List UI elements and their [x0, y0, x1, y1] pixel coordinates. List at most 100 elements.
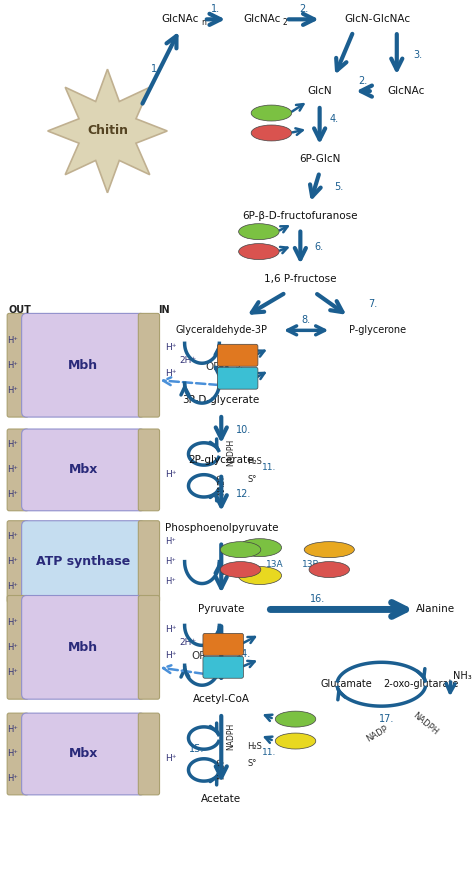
- Text: Mbh: Mbh: [68, 641, 99, 653]
- Text: H⁺: H⁺: [7, 618, 18, 627]
- Text: AMP + Pi: AMP + Pi: [311, 547, 347, 553]
- Text: Glyceraldehyde-3P: Glyceraldehyde-3P: [175, 325, 267, 336]
- Text: S°: S°: [247, 476, 257, 484]
- Text: 11.: 11.: [262, 747, 276, 757]
- Text: H⁺: H⁺: [7, 465, 18, 475]
- Text: H⁺: H⁺: [7, 750, 18, 759]
- Text: Acetate: Acetate: [201, 794, 241, 804]
- Text: ATP: ATP: [232, 545, 249, 555]
- Text: ATP: ATP: [263, 109, 280, 117]
- Text: ATP synthase: ATP synthase: [36, 555, 130, 569]
- Text: 8.: 8.: [301, 315, 310, 325]
- FancyBboxPatch shape: [138, 429, 160, 511]
- Ellipse shape: [304, 541, 355, 558]
- Text: ATP: ATP: [252, 571, 268, 580]
- Text: H⁺: H⁺: [7, 582, 18, 591]
- Text: AMP: AMP: [249, 247, 269, 256]
- Text: IN: IN: [159, 306, 170, 315]
- Text: H⁺: H⁺: [165, 754, 177, 764]
- Text: Fdox: Fdox: [226, 350, 249, 360]
- Text: 1.: 1.: [151, 64, 160, 74]
- FancyBboxPatch shape: [7, 429, 28, 511]
- Text: H⁺: H⁺: [7, 441, 18, 449]
- Text: 1.: 1.: [211, 4, 220, 14]
- Text: GlcNAc: GlcNAc: [388, 86, 425, 96]
- Text: Pyruvate: Pyruvate: [198, 604, 245, 614]
- Text: NADP: NADP: [217, 757, 226, 779]
- Text: AMP: AMP: [262, 129, 281, 138]
- Text: NADPH: NADPH: [227, 723, 236, 750]
- Text: 14.: 14.: [236, 649, 251, 660]
- Text: 2: 2: [283, 18, 288, 27]
- Text: NADPH: NADPH: [411, 711, 440, 738]
- Text: 9.: 9.: [235, 360, 244, 371]
- Text: 15.: 15.: [189, 744, 204, 754]
- FancyBboxPatch shape: [22, 520, 145, 603]
- Text: ATP: ATP: [321, 565, 337, 574]
- Text: Mbx: Mbx: [69, 747, 98, 760]
- Text: GlcNAc: GlcNAc: [162, 14, 199, 25]
- Text: H₂S: H₂S: [247, 457, 262, 466]
- Text: 2.: 2.: [299, 4, 309, 14]
- FancyBboxPatch shape: [218, 344, 258, 366]
- Text: 13B.: 13B.: [302, 560, 323, 569]
- Text: Chitin: Chitin: [87, 124, 128, 138]
- FancyBboxPatch shape: [138, 713, 160, 795]
- Text: H⁺: H⁺: [165, 625, 177, 634]
- Text: 2-oxo-glutarate: 2-oxo-glutarate: [383, 679, 458, 689]
- Text: ATP: ATP: [287, 737, 304, 745]
- Text: GlcN: GlcN: [307, 86, 332, 96]
- Text: H⁺: H⁺: [7, 668, 18, 677]
- Text: H₂S: H₂S: [247, 741, 262, 751]
- Text: H⁺: H⁺: [7, 361, 18, 370]
- FancyBboxPatch shape: [7, 713, 28, 795]
- Text: P-glycerone: P-glycerone: [349, 325, 406, 336]
- Text: ATP: ATP: [252, 543, 268, 552]
- Text: H⁺: H⁺: [7, 643, 18, 652]
- Text: H⁺: H⁺: [7, 385, 18, 395]
- Text: 12.: 12.: [236, 489, 251, 498]
- FancyBboxPatch shape: [22, 429, 145, 511]
- Text: Glutamate: Glutamate: [321, 679, 373, 689]
- Ellipse shape: [238, 244, 279, 259]
- Text: 5.: 5.: [334, 182, 343, 193]
- Text: H⁺: H⁺: [165, 557, 176, 566]
- Text: H⁺: H⁺: [7, 774, 18, 783]
- FancyBboxPatch shape: [203, 633, 244, 655]
- FancyBboxPatch shape: [7, 520, 28, 603]
- FancyBboxPatch shape: [7, 596, 28, 699]
- Text: H⁺: H⁺: [7, 557, 18, 566]
- FancyBboxPatch shape: [218, 367, 258, 389]
- Text: S°: S°: [247, 759, 257, 768]
- Text: NH₃: NH₃: [453, 671, 472, 682]
- Text: 2H⁺: 2H⁺: [180, 638, 197, 646]
- Text: H⁺: H⁺: [165, 651, 177, 660]
- Text: Mbx: Mbx: [69, 463, 98, 477]
- Text: Alanine: Alanine: [416, 604, 455, 614]
- Text: H⁺: H⁺: [165, 537, 176, 546]
- Text: ATP: ATP: [251, 227, 267, 237]
- Text: 13A: 13A: [265, 560, 283, 569]
- FancyBboxPatch shape: [203, 656, 244, 678]
- Ellipse shape: [220, 562, 261, 577]
- Text: 2H⁺: 2H⁺: [180, 356, 197, 364]
- Text: H⁺: H⁺: [7, 724, 18, 733]
- Text: 6P-β-D-fructofuranose: 6P-β-D-fructofuranose: [243, 211, 358, 221]
- FancyBboxPatch shape: [22, 713, 145, 795]
- Text: GlcN-GlcNAc: GlcN-GlcNAc: [345, 14, 410, 25]
- Text: Mbh: Mbh: [68, 359, 99, 371]
- Text: H⁺: H⁺: [7, 491, 18, 499]
- FancyBboxPatch shape: [22, 314, 145, 417]
- Text: H⁺: H⁺: [7, 336, 18, 345]
- Text: 6.: 6.: [315, 242, 324, 252]
- Text: H⁺: H⁺: [165, 369, 177, 378]
- Ellipse shape: [238, 223, 279, 240]
- Ellipse shape: [309, 562, 349, 577]
- Text: 7.: 7.: [368, 300, 377, 309]
- FancyBboxPatch shape: [138, 520, 160, 603]
- Text: H⁺: H⁺: [165, 577, 176, 586]
- Ellipse shape: [251, 105, 292, 121]
- Ellipse shape: [238, 567, 282, 584]
- Text: Fdred: Fdred: [210, 663, 237, 672]
- Text: Phosphoenolpyruvate: Phosphoenolpyruvate: [164, 523, 278, 533]
